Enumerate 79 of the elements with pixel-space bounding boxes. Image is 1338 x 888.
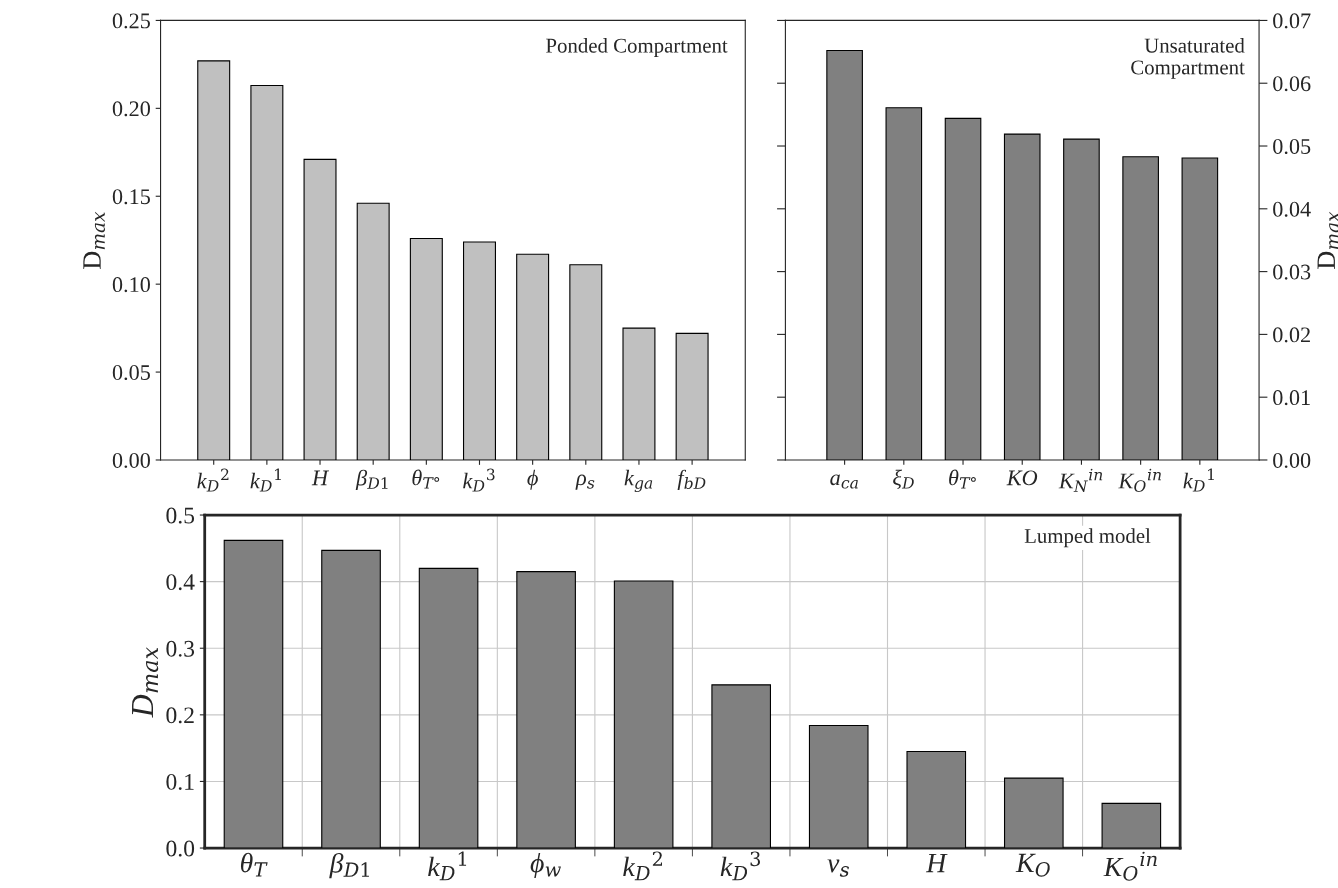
- y-axis-title: D$_{max}$: [132, 647, 159, 718]
- x-tick-label: k$_{D}$$^{1}$: [428, 851, 467, 881]
- bar: [569, 264, 603, 460]
- bar: [808, 724, 869, 849]
- y-tick-label: 0.25: [112, 13, 150, 29]
- bar: [516, 253, 550, 460]
- x-tick-label: ϕ$_{w}$: [530, 852, 561, 879]
- y-tick-label: 0.1: [166, 773, 194, 790]
- x-tick-label: θ$_{T°}$: [949, 469, 976, 489]
- y-tick-label: 0.20: [112, 101, 150, 117]
- y-tick-label: 0.02: [1273, 327, 1310, 343]
- y-tick-label: 0.03: [1273, 264, 1311, 280]
- annotation: Lumped model: [1024, 528, 1151, 548]
- bar: [356, 202, 390, 460]
- x-tick-label: θ$_{T}$: [240, 852, 268, 877]
- x-tick-label: KO: [1006, 470, 1038, 486]
- x-tick-label: β$_{D1}$: [329, 852, 369, 879]
- y-tick-label: 0.04: [1273, 201, 1311, 217]
- y-tick-label: 0.15: [112, 189, 150, 205]
- bar: [826, 50, 863, 460]
- y-axis-title: D$_{max}$: [83, 211, 106, 269]
- y-tick-label: 0.07: [1273, 13, 1311, 29]
- x-tick-label: H: [925, 853, 948, 873]
- y-tick-label: 0.2: [166, 707, 194, 724]
- bar: [516, 571, 576, 849]
- y-tick-label: 0.0: [166, 840, 195, 857]
- y-tick-label: 0.3: [166, 640, 195, 657]
- bar: [197, 60, 231, 460]
- bar: [675, 332, 709, 460]
- bar: [622, 327, 656, 460]
- x-tick-label: H: [311, 470, 330, 486]
- bar: [1122, 156, 1159, 460]
- bar: [711, 684, 772, 849]
- bar: [418, 567, 479, 849]
- x-tick-label: k$_{D}$$^{1}$: [250, 468, 281, 492]
- x-tick-label: k$_{D}$$^{2}$: [197, 468, 229, 492]
- annotation: Ponded Compartment: [546, 38, 728, 57]
- bar: [613, 580, 674, 849]
- x-tick-label: k$_{D}$$^{2}$: [623, 851, 662, 881]
- x-tick-label: ρ$_{s}$: [575, 474, 595, 490]
- bar: [303, 158, 337, 460]
- x-tick-label: β$_{D1}$: [355, 469, 388, 491]
- y-tick-label: 0.4: [166, 574, 195, 591]
- bar: [1181, 157, 1219, 460]
- x-tick-label: θ$_{T°}$: [412, 469, 440, 489]
- bar: [944, 117, 982, 460]
- bar: [906, 750, 967, 849]
- bar: [1063, 138, 1100, 460]
- x-tick-label: ν$_{s}$: [827, 859, 849, 877]
- bar: [321, 549, 381, 849]
- x-tick-label: ϕ: [527, 469, 538, 490]
- x-tick-label: K$_{O}$$^{in}$: [1118, 468, 1161, 492]
- x-tick-label: k$_{D}$$^{1}$: [1183, 468, 1214, 492]
- bar: [409, 237, 443, 460]
- bar: [1003, 133, 1041, 460]
- bar: [250, 84, 284, 460]
- x-tick-label: k$_{ga}$: [624, 469, 653, 493]
- y-tick-label: 0.06: [1273, 76, 1311, 92]
- y-tick-label: 0.5: [166, 507, 195, 524]
- y-tick-label: 0.01: [1273, 390, 1310, 406]
- bar: [885, 107, 923, 460]
- x-tick-label: k$_{D}$$^{3}$: [720, 851, 761, 881]
- x-tick-label: k$_{D}$$^{3}$: [463, 468, 495, 492]
- x-tick-label: ξ$_{D}$: [893, 469, 914, 490]
- bar: [1003, 777, 1064, 849]
- x-tick-label: K$_{N}$$^{in}$: [1058, 468, 1103, 492]
- x-tick-label: K$_{O}$: [1015, 853, 1050, 877]
- x-tick-label: a$_{ca}$: [830, 474, 858, 489]
- bar: [462, 241, 496, 460]
- annotation: Unsaturated Compartment: [1131, 38, 1245, 79]
- bar: [223, 539, 284, 849]
- x-tick-label: f$_{bD}$: [677, 469, 706, 491]
- y-tick-label: 0.05: [1273, 138, 1311, 155]
- bar: [1101, 802, 1162, 849]
- y-tick-label: 0.10: [112, 277, 150, 293]
- y-tick-label: 0.05: [112, 365, 150, 381]
- y-tick-label: 0.00: [1273, 452, 1311, 469]
- y-tick-label: 0.00: [112, 452, 150, 469]
- x-tick-label: K$_{O}$$^{in}$: [1103, 851, 1157, 881]
